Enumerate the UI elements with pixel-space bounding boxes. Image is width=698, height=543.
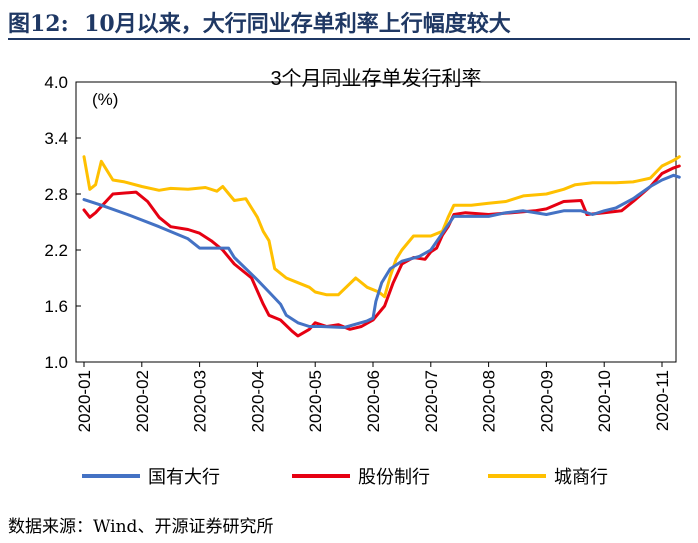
plot-frame: [75, 81, 677, 363]
x-tick-label: 2020-05: [306, 370, 325, 432]
x-tick-label: 2020-08: [480, 370, 499, 432]
y-tick-label: 2.8: [44, 185, 68, 204]
figure-caption: 10月以来，大行同业存单利率上行幅度较大: [84, 11, 511, 37]
x-tick-label: 2020-11: [653, 370, 672, 431]
x-tick-label: 2020-03: [191, 370, 210, 432]
series-lines: [82, 155, 681, 338]
x-tick-label: 2020-02: [133, 370, 152, 432]
y-tick-label: 1.6: [44, 297, 68, 316]
figure-title: 图12: 10月以来，大行同业存单利率上行幅度较大: [8, 6, 511, 38]
x-tick-label: 2020-06: [364, 370, 383, 432]
y-axis-unit-label: (%): [92, 90, 118, 109]
figure-label: 图12:: [8, 11, 69, 37]
legend-label: 国有大行: [148, 467, 220, 487]
x-tick-label: 2020-09: [537, 370, 556, 432]
y-tick-label: 2.2: [44, 241, 68, 260]
x-tick-label: 2020-07: [422, 370, 441, 432]
x-tick-label: 2020-01: [75, 370, 94, 432]
y-axis-ticks: 4.0 3.4 2.8 2.2 1.6 1.0: [44, 73, 81, 372]
x-axis-ticks: 2020-01 2020-02 2020-03 2020-04 2020-05 2020-…: [75, 362, 672, 432]
legend: 国有大行 股份制行 城商行: [82, 467, 608, 487]
chart-title: 3个月同业存单发行利率: [270, 67, 481, 90]
x-tick-label: 2020-10: [595, 370, 614, 432]
x-tick-label: 2020-04: [248, 370, 267, 432]
y-tick-label: 3.4: [44, 129, 68, 148]
y-tick-label: 4.0: [44, 73, 68, 92]
legend-label: 城商行: [554, 467, 608, 487]
title-divider: [8, 38, 690, 40]
legend-label: 股份制行: [358, 467, 430, 487]
series-line-2: [82, 164, 681, 338]
series-line-1: [82, 173, 681, 329]
series-line-3: [82, 155, 681, 299]
y-tick-label: 1.0: [44, 353, 68, 372]
source-note: 数据来源：Wind、开源证券研究所: [8, 517, 274, 537]
